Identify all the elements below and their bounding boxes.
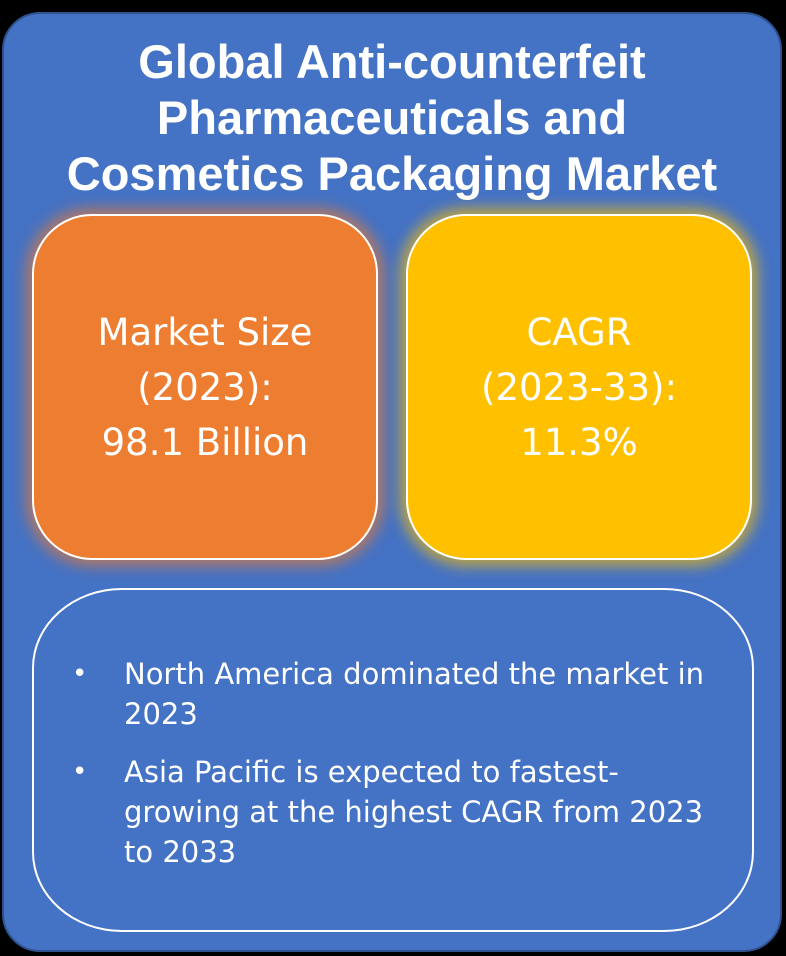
title-line-2: Pharmaceuticals and <box>156 91 628 144</box>
market-size-value: 98.1 Billion <box>101 420 309 464</box>
bullet-icon: • <box>72 659 88 689</box>
infographic-card: Global Anti-counterfeit Pharmaceuticals … <box>2 12 782 952</box>
cagr-period: (2023-33): <box>481 365 677 409</box>
market-size-label: Market Size <box>97 310 313 354</box>
insights-list: • North America dominated the market in … <box>64 654 704 890</box>
title-line-1: Global Anti-counterfeit <box>138 35 646 88</box>
list-item: • Asia Pacific is expected to fastest-gr… <box>64 752 704 872</box>
bullet-icon: • <box>72 757 88 787</box>
cagr-value: 11.3% <box>520 420 638 464</box>
market-size-box: Market Size (2023): 98.1 Billion <box>32 214 378 560</box>
insight-text-asia-pacific: Asia Pacific is expected to fastest-grow… <box>124 755 704 869</box>
title-line-3: Cosmetics Packaging Market <box>66 147 718 200</box>
cagr-box: CAGR (2023-33): 11.3% <box>406 214 752 560</box>
list-item: • North America dominated the market in … <box>64 654 704 734</box>
cagr-label: CAGR <box>526 310 632 354</box>
infographic-title: Global Anti-counterfeit Pharmaceuticals … <box>4 34 780 202</box>
key-insights-box: • North America dominated the market in … <box>32 588 754 932</box>
insight-text-north-america: North America dominated the market in 20… <box>124 657 704 731</box>
market-size-year: (2023): <box>137 365 273 409</box>
